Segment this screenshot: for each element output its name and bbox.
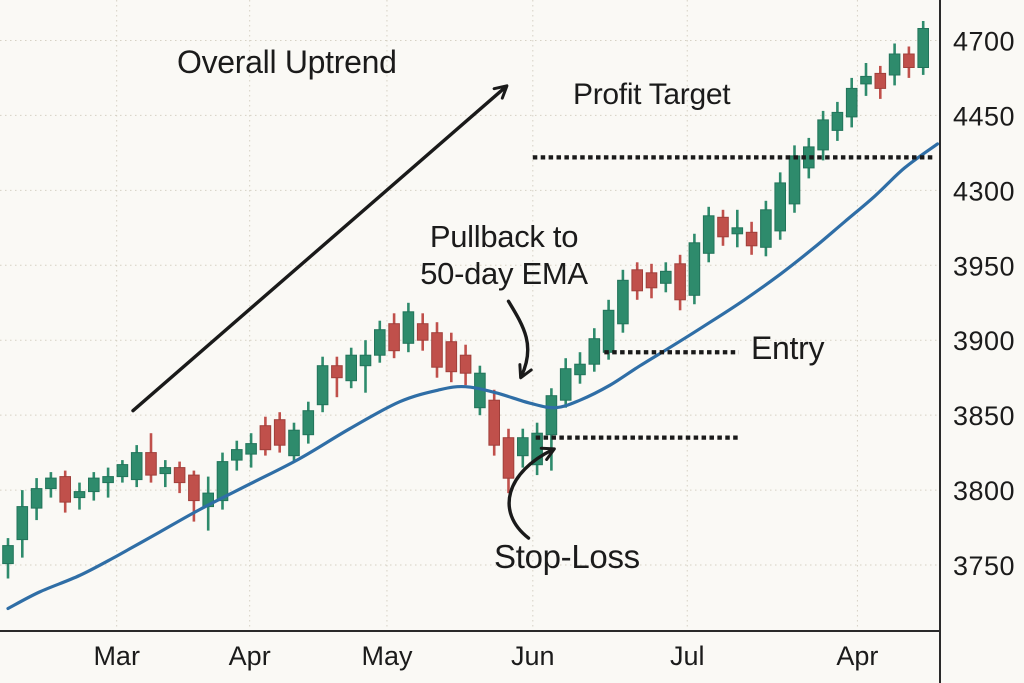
bullish-candle-body (288, 429, 300, 457)
profit-target-label: Profit Target (573, 78, 731, 111)
bearish-candle-body (416, 323, 429, 341)
bullish-candle-body (702, 215, 715, 254)
bullish-candle-body (16, 506, 29, 541)
pullback-ema-label-line2: 50-day EMA (420, 256, 588, 291)
bullish-candle-body (788, 155, 801, 205)
y-axis-tick-label: 3900 (953, 326, 1015, 356)
x-axis-month-label: May (361, 641, 413, 671)
bullish-candle-body (2, 545, 14, 565)
bullish-candle-body (116, 464, 129, 478)
bearish-candle-body (188, 474, 200, 502)
bullish-candle-body (845, 87, 858, 118)
ema-line (6, 142, 940, 611)
bullish-candle-body (917, 28, 930, 68)
y-axis-tick-label: 4450 (953, 101, 1015, 131)
y-axis-tick-label: 3750 (953, 551, 1015, 581)
bullish-candle-body (30, 488, 43, 509)
bearish-candle-body (717, 216, 729, 238)
entry-label: Entry (751, 330, 825, 366)
bullish-candle-body (159, 467, 172, 475)
bearish-candle-body (331, 365, 343, 379)
pullback-ema-label: Pullback to 50-day EMA (408, 218, 600, 292)
bullish-candle-body (774, 182, 787, 232)
bullish-candle-body (316, 365, 329, 406)
bullish-candle-body (574, 363, 586, 376)
bullish-candle-body (130, 452, 143, 481)
bearish-candle-body (459, 354, 472, 374)
x-axis-month-label: Mar (93, 641, 140, 671)
y-axis-tick-label: 4700 (953, 27, 1015, 57)
bearish-candle-body (431, 332, 443, 368)
bearish-candle-body (273, 419, 286, 446)
bullish-candle-body (402, 311, 415, 344)
uptrend-arrow (131, 84, 509, 413)
bullish-candle-body (216, 461, 229, 502)
bullish-candle-body (545, 395, 558, 436)
stop-loss-label: Stop-Loss (494, 538, 640, 575)
bullish-candle-body (831, 111, 844, 131)
bullish-candle-body (588, 338, 601, 365)
y-axis-tick-label: 3950 (953, 251, 1015, 281)
bullish-candle-body (602, 309, 615, 353)
pullback-arrow (506, 299, 533, 380)
x-axis-month-label: Jun (511, 641, 555, 671)
bullish-candle-body (888, 53, 901, 76)
bullish-candle-body (245, 443, 257, 455)
bullish-candle-body (688, 242, 701, 296)
x-axis-month-label: Apr (229, 641, 271, 671)
pullback-ema-label-line1: Pullback to (429, 219, 579, 254)
bearish-candle-body (59, 476, 72, 503)
bullish-candle-body (73, 491, 86, 499)
bearish-candle-body (259, 425, 272, 451)
x-axis-month-label: Apr (836, 641, 878, 671)
bearish-candle-body (874, 72, 887, 89)
bullish-candle-body (731, 227, 744, 235)
overall-uptrend-label: Overall Uptrend (177, 44, 397, 80)
bearish-candle-body (488, 399, 500, 446)
bullish-candle-body (102, 476, 114, 484)
bearish-candle-body (645, 272, 658, 289)
bullish-candle-body (559, 368, 572, 401)
x-axis-month-label: Jul (670, 641, 705, 671)
bullish-candle-body (345, 354, 357, 382)
bullish-candle-body (817, 119, 829, 151)
bearish-candle-body (388, 323, 400, 352)
bullish-candle-body (359, 354, 372, 367)
bullish-candle-body (517, 437, 529, 457)
bullish-candle-body (302, 410, 315, 436)
bullish-candle-body (88, 477, 100, 493)
bullish-candle-body (45, 477, 57, 490)
bullish-candle-body (374, 329, 386, 356)
y-axis-tick-label: 3800 (953, 476, 1015, 506)
bullish-candle-body (860, 75, 872, 85)
y-axis-tick-label: 4300 (953, 176, 1015, 206)
bearish-candle-body (173, 467, 186, 484)
bearish-candle-body (445, 341, 458, 373)
bearish-candle-body (502, 437, 515, 479)
bearish-candle-body (145, 452, 157, 476)
bullish-candle-body (231, 449, 243, 461)
candlestick-series (2, 21, 930, 579)
y-axis-tick-label: 3850 (953, 401, 1015, 431)
bearish-candle-body (631, 269, 644, 292)
bearish-candle-body (745, 231, 758, 247)
bearish-candle-body (674, 263, 686, 301)
stop-loss-arrow (507, 446, 556, 540)
bearish-candle-body (903, 53, 915, 68)
bullish-candle-body (617, 279, 629, 325)
bullish-candle-body (660, 270, 672, 284)
bullish-candle-body (760, 209, 772, 248)
